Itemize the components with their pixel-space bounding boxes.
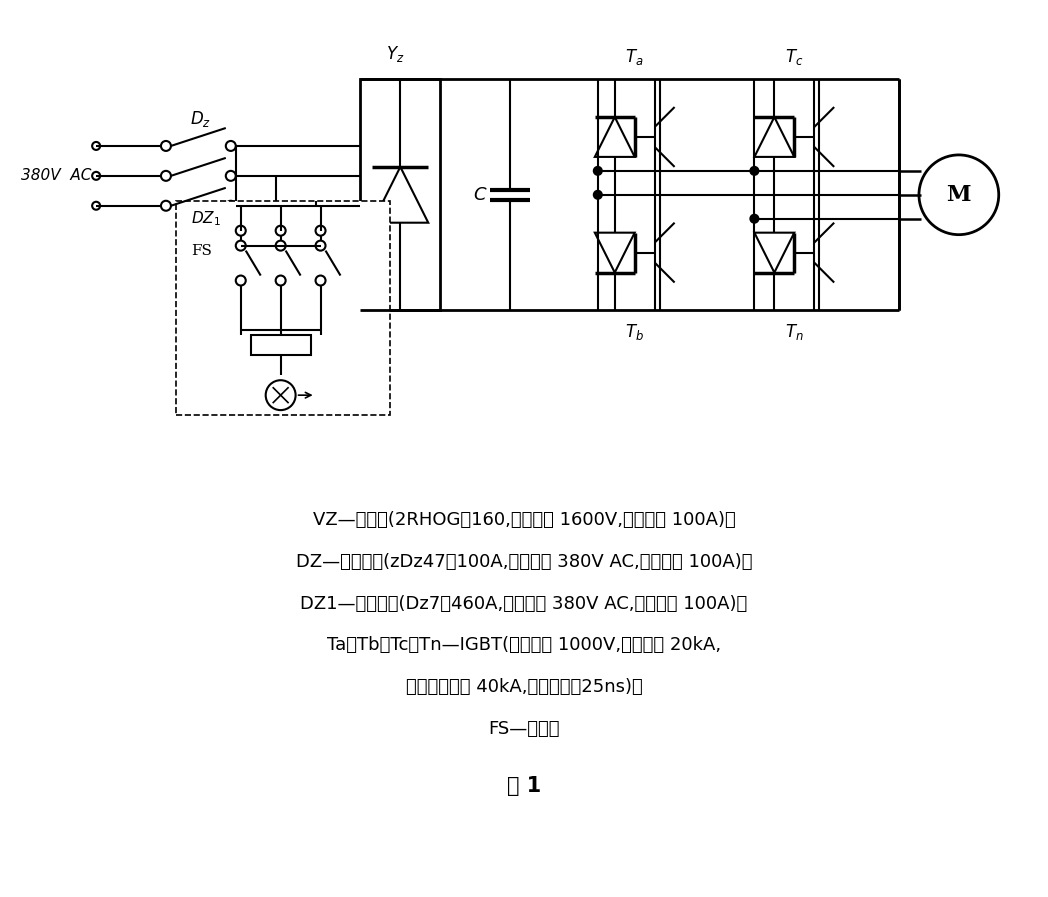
Circle shape: [225, 170, 236, 181]
Text: M: M: [946, 184, 971, 205]
Circle shape: [92, 172, 101, 179]
Text: FS—防雷器: FS—防雷器: [488, 720, 560, 738]
Circle shape: [236, 275, 245, 285]
Text: Ta、Tb、Tc、Tn—IGBT(击穿电压 1000V,工作电流 20kA,: Ta、Tb、Tc、Tn—IGBT(击穿电压 1000V,工作电流 20kA,: [327, 636, 721, 655]
Text: 380V  AC: 380V AC: [21, 169, 92, 183]
Circle shape: [161, 201, 171, 211]
Bar: [176, 201, 390, 415]
Text: $Y_z$: $Y_z$: [386, 44, 405, 65]
Text: 图 1: 图 1: [507, 776, 541, 796]
Circle shape: [315, 240, 326, 250]
Circle shape: [161, 141, 171, 151]
Text: $T_b$: $T_b$: [626, 322, 645, 343]
Text: $DZ_1$: $DZ_1$: [191, 209, 221, 228]
Polygon shape: [595, 117, 635, 157]
Polygon shape: [755, 117, 794, 157]
Text: DZ—空气开关(zDz47－100A,工作电压 380V AC,工作电流 100A)；: DZ—空气开关(zDz47－100A,工作电压 380V AC,工作电流 100…: [296, 553, 752, 570]
Circle shape: [750, 214, 759, 222]
Circle shape: [236, 240, 245, 250]
Text: $T_c$: $T_c$: [785, 48, 804, 67]
Circle shape: [276, 226, 286, 236]
Circle shape: [225, 201, 236, 211]
Bar: [361, 79, 440, 310]
Circle shape: [276, 275, 286, 285]
Circle shape: [750, 167, 759, 175]
Circle shape: [236, 226, 245, 236]
Circle shape: [594, 191, 602, 199]
Circle shape: [266, 380, 296, 410]
Polygon shape: [755, 232, 794, 273]
Circle shape: [225, 141, 236, 151]
Circle shape: [92, 142, 101, 150]
Circle shape: [92, 202, 101, 210]
Text: FS: FS: [191, 244, 212, 257]
Text: $C$: $C$: [473, 186, 487, 204]
Text: $T_a$: $T_a$: [626, 48, 643, 67]
Text: DZ1—空气开关(Dz7－460A,工作电压 380V AC,工作电流 100A)；: DZ1—空气开关(Dz7－460A,工作电压 380V AC,工作电流 100A…: [301, 595, 747, 613]
Circle shape: [315, 226, 326, 236]
Text: 最大工作电流 40kA,动作时间＜25ns)；: 最大工作电流 40kA,动作时间＜25ns)；: [406, 678, 642, 696]
Circle shape: [276, 240, 286, 250]
Bar: [250, 335, 310, 355]
Circle shape: [919, 155, 999, 235]
Text: VZ—整流桥(2RHOG－160,击穿电压 1600V,工作电流 100A)；: VZ—整流桥(2RHOG－160,击穿电压 1600V,工作电流 100A)；: [312, 510, 736, 528]
Circle shape: [315, 275, 326, 285]
Text: $D_z$: $D_z$: [191, 109, 212, 129]
Polygon shape: [595, 232, 635, 273]
Circle shape: [161, 170, 171, 181]
Text: $T_n$: $T_n$: [785, 322, 804, 343]
Polygon shape: [372, 167, 429, 222]
Circle shape: [594, 167, 602, 175]
